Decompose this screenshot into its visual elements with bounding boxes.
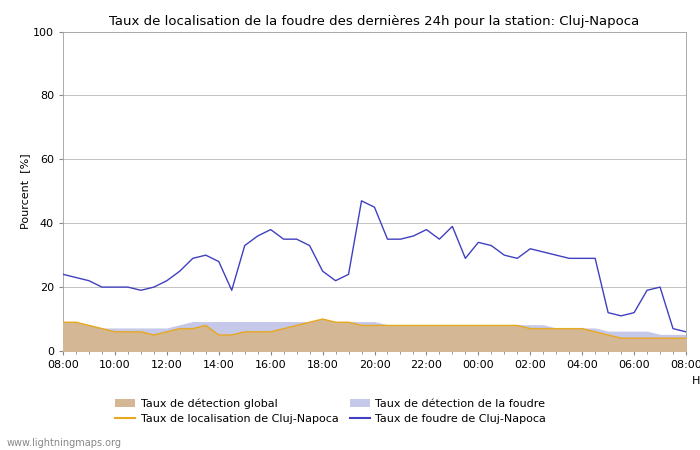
Text: www.lightningmaps.org: www.lightningmaps.org <box>7 438 122 448</box>
Y-axis label: Pourcent  [%]: Pourcent [%] <box>20 153 30 229</box>
Legend: Taux de détection global, Taux de localisation de Cluj-Napoca, Taux de détection: Taux de détection global, Taux de locali… <box>116 398 546 424</box>
Title: Taux de localisation de la foudre des dernières 24h pour la station: Cluj-Napoca: Taux de localisation de la foudre des de… <box>109 14 640 27</box>
Text: Heure: Heure <box>692 376 700 386</box>
